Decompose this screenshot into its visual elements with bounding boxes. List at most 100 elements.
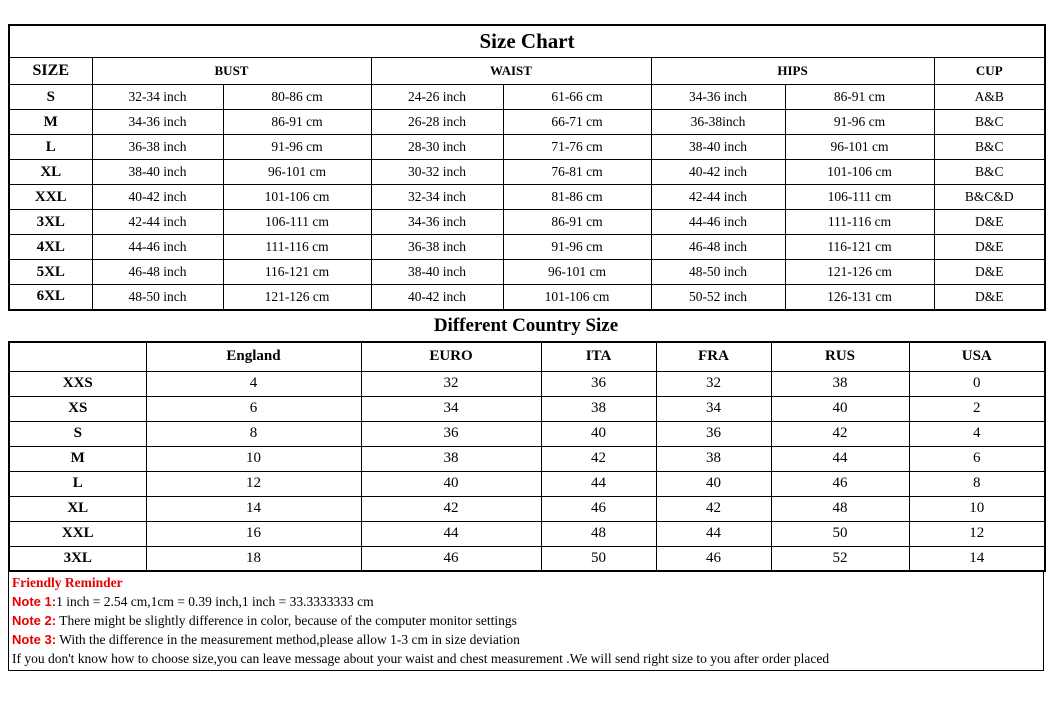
cell: 76-81 cm [502, 159, 652, 185]
cell: 44 [655, 520, 772, 547]
cell: 91-96 cm [222, 134, 372, 160]
cell: 50 [770, 520, 910, 547]
table-row: XXL 16 44 48 44 50 12 [8, 520, 1046, 547]
cell: 32 [360, 370, 542, 397]
note-3-text: With the difference in the measurement m… [56, 632, 520, 647]
cell: 101-106 cm [222, 184, 372, 210]
cell: 40-42 inch [370, 284, 504, 310]
cell: 121-126 cm [784, 259, 935, 285]
note-2-text: There might be slightly difference in co… [56, 613, 517, 628]
cell: 116-121 cm [222, 259, 372, 285]
cell: 111-116 cm [784, 209, 935, 235]
column-header-blank [8, 341, 147, 372]
cell: 12 [145, 470, 362, 497]
cell: 48-50 inch [650, 259, 786, 285]
cell: 28-30 inch [370, 134, 504, 160]
row-label: XS [8, 395, 147, 422]
cell: 38 [655, 445, 772, 472]
cell: 12 [908, 520, 1046, 547]
cell: 48-50 inch [91, 284, 224, 310]
cell: 40 [540, 420, 657, 447]
row-label: 5XL [8, 259, 93, 285]
table-row: 5XL 46-48 inch 116-121 cm 38-40 inch 96-101 … [8, 259, 1046, 285]
row-label: XXL [8, 520, 147, 547]
cell: 6 [145, 395, 362, 422]
cell: 4 [145, 370, 362, 397]
cell: 36-38 inch [370, 234, 504, 260]
cell: 14 [908, 545, 1046, 572]
sizing-help-text: If you don't know how to choose size,you… [12, 651, 830, 666]
cell: 6 [908, 445, 1046, 472]
cell: 106-111 cm [784, 184, 935, 210]
table-row: 4XL 44-46 inch 111-116 cm 36-38 inch 91-96 c… [8, 234, 1046, 260]
cell: 42 [770, 420, 910, 447]
size-chart-table: Size Chart SIZE BUST WAIST HIPS CUP S 32-… [8, 24, 1047, 311]
column-header-ita: ITA [540, 341, 657, 372]
table-row: XL 38-40 inch 96-101 cm 30-32 inch 76-81 cm 4… [8, 159, 1046, 185]
country-size-body: XXS 4 32 36 32 38 0 XS 6 34 38 34 40 2 S 8 36 40 36 42 4 M 10 3… [8, 370, 1046, 572]
cell: 34-36 inch [650, 84, 786, 110]
cell: 32 [655, 370, 772, 397]
cell: 36 [655, 420, 772, 447]
note-2-label: Note 2: [12, 613, 57, 628]
cell: 34-36 inch [370, 209, 504, 235]
size-chart-body: S 32-34 inch 80-86 cm 24-26 inch 61-66 cm 34-… [8, 84, 1046, 310]
cell: D&E [933, 284, 1046, 310]
column-header-fra: FRA [655, 341, 772, 372]
cell: 36 [360, 420, 542, 447]
cell: 40 [655, 470, 772, 497]
table-row: XXS 4 32 36 32 38 0 [8, 370, 1046, 397]
country-size-table: England EURO ITA FRA RUS USA XXS 4 32 36 32 3… [8, 340, 1046, 572]
row-label: 3XL [8, 545, 147, 572]
column-header-waist: WAIST [370, 57, 652, 85]
cell: D&E [933, 234, 1046, 260]
table-row: S 32-34 inch 80-86 cm 24-26 inch 61-66 cm 34-… [8, 84, 1046, 110]
cell: 40-42 inch [650, 159, 786, 185]
cell: 52 [770, 545, 910, 572]
cell: 8 [145, 420, 362, 447]
cell: 34 [655, 395, 772, 422]
cell: 42 [655, 495, 772, 522]
row-label: M [8, 109, 93, 135]
row-label: XXS [8, 370, 147, 397]
cell: 40-42 inch [91, 184, 224, 210]
cell: 36 [540, 370, 657, 397]
size-chart-title: Size Chart [8, 24, 1046, 58]
cell: 44 [770, 445, 910, 472]
row-label: 3XL [8, 209, 93, 235]
cell: 38-40 inch [370, 259, 504, 285]
row-label: M [8, 445, 147, 472]
friendly-reminder-heading: Friendly Reminder [12, 575, 123, 590]
cell: 10 [145, 445, 362, 472]
cell: 46 [540, 495, 657, 522]
cell: 38 [360, 445, 542, 472]
cell: 42-44 inch [650, 184, 786, 210]
cell: 86-91 cm [784, 84, 935, 110]
cell: 121-126 cm [222, 284, 372, 310]
cell: 38 [540, 395, 657, 422]
cell: 116-121 cm [784, 234, 935, 260]
cell: 36-38 inch [91, 134, 224, 160]
cell: 96-101 cm [784, 134, 935, 160]
cell: B&C [933, 134, 1046, 160]
cell: 44 [360, 520, 542, 547]
column-header-england: England [145, 341, 362, 372]
note-3-label: Note 3: [12, 632, 57, 647]
row-label: 6XL [8, 284, 93, 310]
column-header-usa: USA [908, 341, 1046, 372]
cell: 18 [145, 545, 362, 572]
column-header-cup: CUP [933, 57, 1046, 85]
cell: 91-96 cm [502, 234, 652, 260]
table-row: 6XL 48-50 inch 121-126 cm 40-42 inch 101-106… [8, 284, 1046, 310]
cell: 86-91 cm [222, 109, 372, 135]
cell: B&C [933, 109, 1046, 135]
row-label: L [8, 134, 93, 160]
note-2: Note 2: There might be slightly differen… [12, 611, 1040, 630]
cell: 8 [908, 470, 1046, 497]
cell: 48 [770, 495, 910, 522]
table-row: XL 14 42 46 42 48 10 [8, 495, 1046, 522]
cell: 66-71 cm [502, 109, 652, 135]
table-row: M 34-36 inch 86-91 cm 26-28 inch 66-71 cm 36-… [8, 109, 1046, 135]
size-chart-header-row: SIZE BUST WAIST HIPS CUP [8, 57, 1046, 85]
row-label: XL [8, 159, 93, 185]
